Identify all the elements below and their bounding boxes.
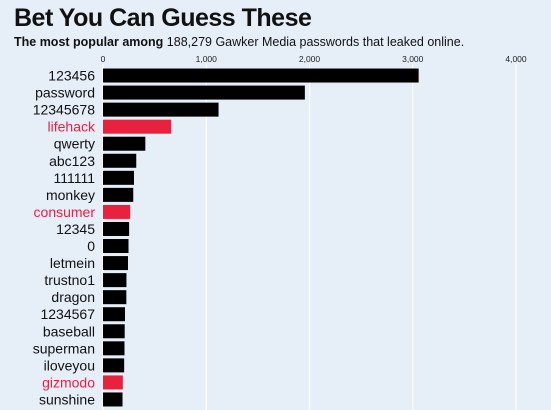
bar-12345678 (103, 102, 219, 117)
x-tick-label: 2,000 (299, 54, 321, 64)
bar-sunshine (103, 392, 123, 407)
bar-qwerty (103, 136, 146, 151)
chart-subtitle: The most popular among 188,279 Gawker Me… (14, 35, 464, 49)
category-label: 12345 (56, 221, 95, 237)
bar-0 (103, 239, 129, 254)
chart-title: Bet You Can Guess These (14, 4, 312, 32)
category-label: password (35, 85, 95, 101)
bar-baseball (103, 324, 125, 339)
category-label: dragon (51, 289, 95, 305)
category-label: qwerty (54, 136, 95, 152)
x-tick-label: 4,000 (505, 54, 527, 64)
bar-trustno1 (103, 273, 127, 288)
subtitle-rest: 188,279 Gawker Media passwords that leak… (163, 35, 465, 49)
bar-iloveyou (103, 358, 125, 373)
category-label: 0 (87, 238, 95, 254)
x-axis-ticks: 0 1,000 2,000 3,000 4,000 (101, 54, 527, 64)
x-tick-label: 1,000 (196, 54, 218, 64)
bar-12345 (103, 221, 130, 236)
category-label: consumer (34, 204, 96, 220)
bar-111111 (103, 170, 134, 185)
category-label: 1234567 (40, 306, 95, 322)
bar-dragon (103, 290, 127, 305)
category-label: lifehack (48, 119, 96, 135)
category-label: letmein (50, 255, 95, 271)
category-label: baseball (43, 323, 95, 339)
bar-gizmodo (103, 375, 123, 390)
bar-superman (103, 341, 125, 356)
category-label: 111111 (53, 170, 95, 186)
bar-lifehack (103, 119, 172, 134)
bar-1234567 (103, 307, 125, 322)
category-label: trustno1 (44, 272, 95, 288)
bar-letmein (103, 256, 128, 271)
category-label: gizmodo (42, 374, 95, 390)
bar-123456 (103, 68, 419, 83)
bars (103, 68, 419, 407)
category-label: 12345678 (33, 102, 96, 118)
bar-password (103, 85, 305, 100)
category-labels: 123456password12345678lifehackqwertyabc1… (33, 68, 96, 408)
bar-monkey (103, 187, 134, 202)
category-label: superman (33, 340, 95, 356)
x-tick-label: 3,000 (402, 54, 424, 64)
x-tick-label: 0 (101, 54, 106, 64)
bar-consumer (103, 204, 131, 219)
category-label: iloveyou (44, 357, 95, 373)
bar-abc123 (103, 153, 137, 168)
category-label: monkey (46, 187, 95, 203)
category-label: abc123 (49, 153, 95, 169)
subtitle-bold: The most popular among (14, 35, 164, 49)
category-label: sunshine (39, 391, 95, 407)
category-label: 123456 (48, 68, 95, 84)
